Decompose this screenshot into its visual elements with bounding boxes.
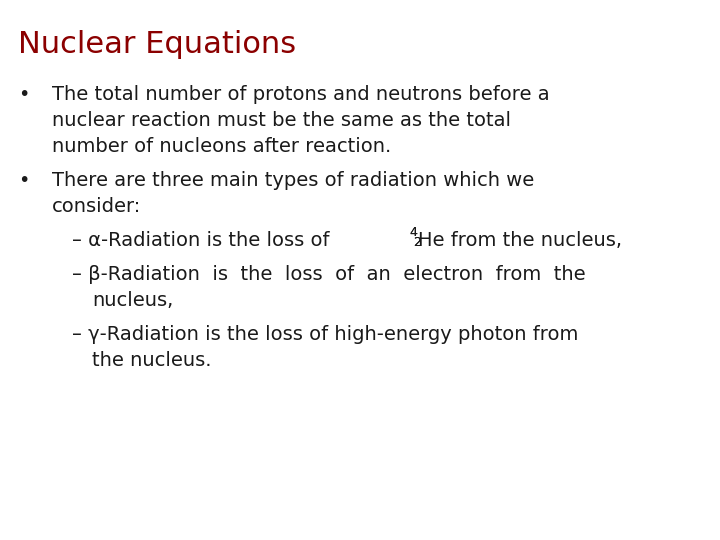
Text: the nucleus.: the nucleus. [92,351,212,370]
Text: •: • [18,85,30,104]
Text: – β-Radiation  is  the  loss  of  an  electron  from  the: – β-Radiation is the loss of an electron… [72,265,585,284]
Text: number of nucleons after reaction.: number of nucleons after reaction. [52,137,391,156]
Text: He from the nucleus,: He from the nucleus, [418,231,622,250]
Text: consider:: consider: [52,197,141,216]
Text: 2: 2 [413,236,421,249]
Text: 2: 2 [413,236,421,249]
Text: nucleus,: nucleus, [92,291,174,310]
Text: There are three main types of radiation which we: There are three main types of radiation … [52,171,534,190]
Text: •: • [18,171,30,190]
Text: – γ-Radiation is the loss of high-energy photon from: – γ-Radiation is the loss of high-energy… [72,325,578,344]
Text: – α-Radiation is the loss of: – α-Radiation is the loss of [72,231,336,250]
Text: 4: 4 [410,226,418,239]
Text: Nuclear Equations: Nuclear Equations [18,30,296,59]
Text: nuclear reaction must be the same as the total: nuclear reaction must be the same as the… [52,111,511,130]
Text: The total number of protons and neutrons before a: The total number of protons and neutrons… [52,85,549,104]
Text: 4: 4 [410,226,418,239]
